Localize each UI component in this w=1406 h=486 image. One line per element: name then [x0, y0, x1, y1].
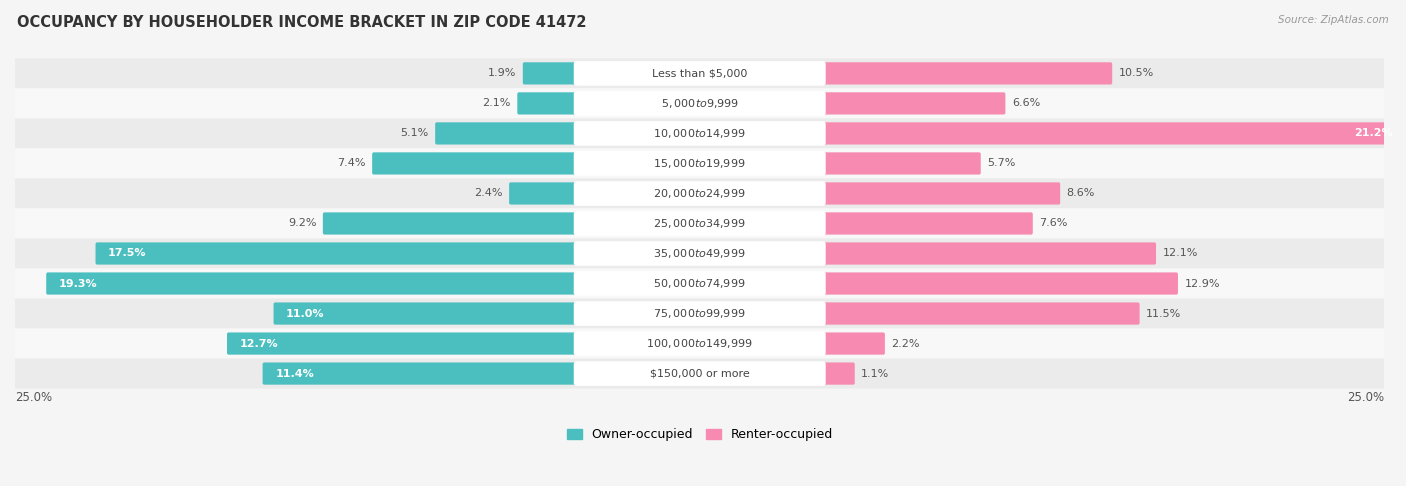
FancyBboxPatch shape [574, 181, 825, 206]
FancyBboxPatch shape [517, 92, 578, 115]
Text: 12.1%: 12.1% [1163, 248, 1198, 259]
Text: 11.0%: 11.0% [287, 309, 325, 318]
Text: $5,000 to $9,999: $5,000 to $9,999 [661, 97, 740, 110]
FancyBboxPatch shape [821, 332, 884, 355]
Text: 25.0%: 25.0% [15, 391, 52, 404]
Text: 11.5%: 11.5% [1146, 309, 1181, 318]
Text: 1.9%: 1.9% [488, 69, 516, 78]
Text: 2.4%: 2.4% [474, 189, 502, 198]
FancyBboxPatch shape [574, 211, 825, 236]
FancyBboxPatch shape [15, 178, 1385, 208]
FancyBboxPatch shape [574, 301, 825, 326]
Text: 8.6%: 8.6% [1067, 189, 1095, 198]
Text: 17.5%: 17.5% [108, 248, 146, 259]
Text: OCCUPANCY BY HOUSEHOLDER INCOME BRACKET IN ZIP CODE 41472: OCCUPANCY BY HOUSEHOLDER INCOME BRACKET … [17, 15, 586, 30]
FancyBboxPatch shape [15, 329, 1385, 359]
Text: 7.6%: 7.6% [1039, 219, 1067, 228]
Text: 5.1%: 5.1% [401, 128, 429, 139]
Text: 6.6%: 6.6% [1012, 98, 1040, 108]
FancyBboxPatch shape [226, 332, 578, 355]
Text: $15,000 to $19,999: $15,000 to $19,999 [654, 157, 747, 170]
Text: 2.1%: 2.1% [482, 98, 510, 108]
Text: $35,000 to $49,999: $35,000 to $49,999 [654, 247, 747, 260]
FancyBboxPatch shape [46, 273, 578, 295]
FancyBboxPatch shape [96, 243, 578, 264]
FancyBboxPatch shape [15, 239, 1385, 268]
Legend: Owner-occupied, Renter-occupied: Owner-occupied, Renter-occupied [567, 428, 832, 441]
FancyBboxPatch shape [523, 62, 578, 85]
Text: Less than $5,000: Less than $5,000 [652, 69, 748, 78]
FancyBboxPatch shape [821, 363, 855, 385]
FancyBboxPatch shape [15, 298, 1385, 329]
FancyBboxPatch shape [821, 212, 1033, 235]
Text: $75,000 to $99,999: $75,000 to $99,999 [654, 307, 747, 320]
Text: 9.2%: 9.2% [288, 219, 316, 228]
Text: $150,000 or more: $150,000 or more [650, 368, 749, 379]
FancyBboxPatch shape [821, 243, 1156, 264]
Text: 12.9%: 12.9% [1184, 278, 1220, 289]
Text: $20,000 to $24,999: $20,000 to $24,999 [654, 187, 747, 200]
FancyBboxPatch shape [434, 122, 578, 144]
FancyBboxPatch shape [821, 273, 1178, 295]
FancyBboxPatch shape [821, 122, 1405, 144]
Text: 7.4%: 7.4% [337, 158, 366, 169]
FancyBboxPatch shape [274, 302, 578, 325]
FancyBboxPatch shape [574, 121, 825, 146]
Text: $25,000 to $34,999: $25,000 to $34,999 [654, 217, 747, 230]
FancyBboxPatch shape [15, 268, 1385, 298]
FancyBboxPatch shape [821, 302, 1140, 325]
Text: $100,000 to $149,999: $100,000 to $149,999 [647, 337, 754, 350]
Text: 10.5%: 10.5% [1119, 69, 1154, 78]
FancyBboxPatch shape [821, 182, 1060, 205]
FancyBboxPatch shape [574, 361, 825, 386]
Text: 21.2%: 21.2% [1354, 128, 1393, 139]
FancyBboxPatch shape [263, 363, 578, 385]
FancyBboxPatch shape [15, 208, 1385, 239]
FancyBboxPatch shape [15, 119, 1385, 148]
FancyBboxPatch shape [574, 271, 825, 296]
Text: 19.3%: 19.3% [59, 278, 97, 289]
FancyBboxPatch shape [373, 152, 578, 174]
FancyBboxPatch shape [574, 61, 825, 86]
FancyBboxPatch shape [15, 58, 1385, 88]
FancyBboxPatch shape [821, 92, 1005, 115]
FancyBboxPatch shape [323, 212, 578, 235]
FancyBboxPatch shape [574, 151, 825, 176]
Text: 12.7%: 12.7% [239, 339, 278, 348]
FancyBboxPatch shape [574, 91, 825, 116]
Text: $50,000 to $74,999: $50,000 to $74,999 [654, 277, 747, 290]
FancyBboxPatch shape [15, 148, 1385, 178]
FancyBboxPatch shape [15, 88, 1385, 119]
Text: 2.2%: 2.2% [891, 339, 920, 348]
FancyBboxPatch shape [821, 152, 981, 174]
Text: 5.7%: 5.7% [987, 158, 1015, 169]
FancyBboxPatch shape [574, 331, 825, 356]
FancyBboxPatch shape [15, 359, 1385, 389]
Text: 11.4%: 11.4% [276, 368, 314, 379]
FancyBboxPatch shape [509, 182, 578, 205]
Text: Source: ZipAtlas.com: Source: ZipAtlas.com [1278, 15, 1389, 25]
FancyBboxPatch shape [574, 241, 825, 266]
Text: 1.1%: 1.1% [862, 368, 890, 379]
Text: $10,000 to $14,999: $10,000 to $14,999 [654, 127, 747, 140]
FancyBboxPatch shape [821, 62, 1112, 85]
Text: 25.0%: 25.0% [1347, 391, 1385, 404]
